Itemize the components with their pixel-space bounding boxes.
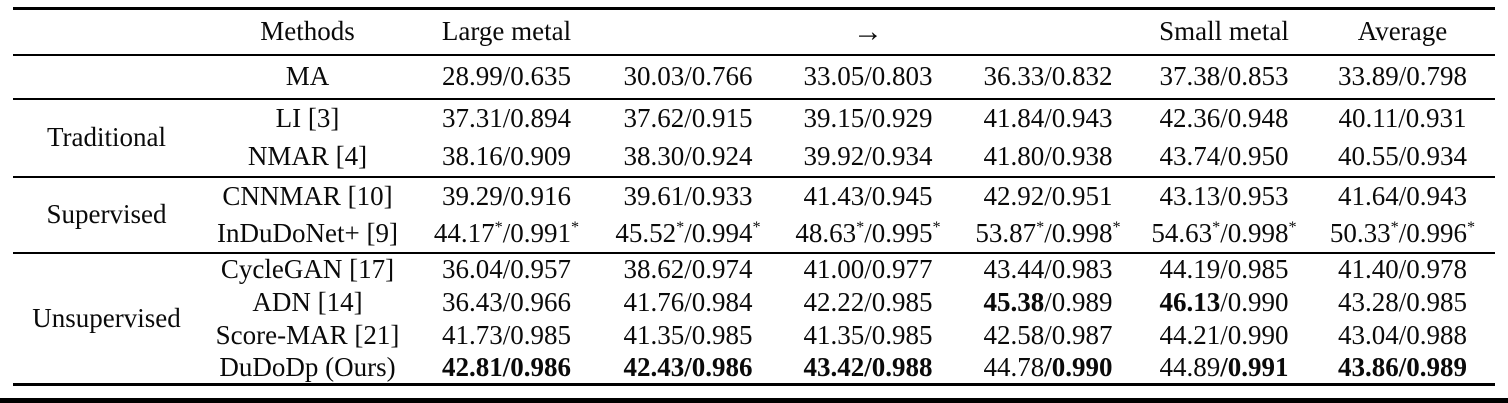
table-row: ADN [14] 36.43/0.966 41.76/0.984 42.22/0.98… [13, 286, 1495, 319]
metric-value-cell: 41.73/0.985 [441, 319, 571, 350]
results-table: Methods Large metal → Small metal Averag… [13, 7, 1495, 386]
method-name: InDuDoNet+ [9] [217, 217, 398, 248]
metric-value-cell: 53.87*/0.998* [975, 217, 1121, 248]
metric-value-cell: 42.43/0.986 [623, 351, 753, 382]
method-name: Score-MAR [21] [215, 319, 400, 350]
metric-value-cell: 36.33/0.832 [983, 61, 1113, 91]
bottom-rule [0, 398, 1508, 403]
metric-value-cell: 42.36/0.948 [1159, 103, 1289, 133]
metric-value-cell: 30.03/0.766 [623, 61, 753, 91]
metric-value-cell: 42.81/0.986 [441, 351, 571, 382]
metric-value-cell: 42.92/0.951 [983, 180, 1113, 211]
method-name: NMAR [4] [247, 141, 368, 171]
metric-value-cell: 38.16/0.909 [441, 141, 571, 171]
table-section-traditional: Traditional LI [3] 37.31/0.894 37.62/0.915 3… [13, 99, 1495, 177]
group-label: Traditional [46, 122, 166, 152]
table-header: Methods Large metal → Small metal Averag… [13, 9, 1495, 55]
group-label: Supervised [46, 199, 167, 229]
metric-value-cell: 42.22/0.985 [803, 286, 933, 317]
method-name: CycleGAN [17] [220, 254, 395, 284]
metric-value-cell: 39.61/0.933 [623, 180, 753, 211]
metric-value-cell: 44.21/0.990 [1159, 319, 1289, 350]
metric-value-cell: 41.43/0.945 [803, 180, 933, 211]
metric-value-cell: 43.44/0.983 [983, 254, 1113, 284]
table-section-ma: MA 28.99/0.635 30.03/0.766 33.05/0.803 36.33… [13, 55, 1495, 99]
metric-value-cell: 42.58/0.987 [983, 319, 1113, 350]
metric-value-cell: 48.63*/0.995* [795, 217, 941, 248]
header-spacer-2 [958, 9, 1138, 55]
metric-value-cell: 39.92/0.934 [803, 141, 933, 171]
header-methods: Methods [260, 16, 355, 47]
metric-value-cell: 40.55/0.934 [1337, 141, 1467, 171]
metric-value-cell: 37.38/0.853 [1159, 61, 1289, 91]
metric-value-cell: 39.15/0.929 [803, 103, 933, 133]
metric-value-cell: 33.05/0.803 [803, 61, 933, 91]
group-label: Unsupervised [32, 302, 181, 333]
table-row: Unsupervised CycleGAN [17] 36.04/0.957 38.6… [13, 253, 1495, 332]
table-section-supervised: Supervised CNNMAR [10] 39.29/0.916 39.61/0.… [13, 177, 1495, 253]
table-row: Score-MAR [21] 41.73/0.985 41.35/0.985 41.3… [13, 319, 1495, 352]
metric-value-cell: 37.62/0.915 [623, 103, 753, 133]
metric-value-cell: 45.38/0.989 [983, 286, 1113, 317]
metric-value-cell: 44.17*/0.991* [433, 217, 580, 248]
method-name: CNNMAR [10] [222, 180, 393, 211]
metric-value-cell: 41.35/0.985 [623, 319, 753, 350]
table-row: Traditional LI [3] 37.31/0.894 37.62/0.915 3… [13, 99, 1495, 151]
metric-value-cell: 43.86/0.989 [1337, 351, 1467, 382]
metric-value-cell: 33.89/0.798 [1337, 61, 1467, 91]
group-label [13, 55, 200, 99]
header-row: Methods Large metal → Small metal Averag… [13, 9, 1495, 55]
header-group-spacer [13, 9, 200, 55]
metric-value-cell: 41.00/0.977 [803, 254, 933, 284]
metric-value-cell: 38.62/0.974 [623, 254, 753, 284]
metric-value-cell: 36.04/0.957 [441, 254, 571, 284]
metric-value-cell: 41.76/0.984 [623, 286, 753, 317]
metric-value-cell: 43.13/0.953 [1159, 180, 1289, 211]
method-name: DuDoDp (Ours) [219, 351, 396, 382]
metric-value-cell: 41.40/0.978 [1337, 254, 1467, 284]
table-row: NMAR [4] 38.16/0.909 38.30/0.924 39.92/0.93… [13, 138, 1495, 177]
metric-value-cell: 43.28/0.985 [1337, 286, 1467, 317]
method-name: MA [285, 61, 330, 91]
metric-value-cell: 38.30/0.924 [623, 141, 753, 171]
metric-value-cell: 36.43/0.966 [441, 286, 571, 317]
metric-value-cell: 44.78/0.990 [983, 351, 1113, 382]
header-average: Average [1357, 16, 1448, 47]
table-row: Supervised CNNMAR [10] 39.29/0.916 39.61/0.… [13, 177, 1495, 228]
table-row: DuDoDp (Ours) 42.81/0.986 42.43/0.986 43.42… [13, 352, 1495, 385]
metric-value-cell: 50.33*/0.996* [1329, 217, 1476, 248]
header-small-metal: Small metal [1159, 16, 1289, 47]
metric-value-cell: 41.35/0.985 [803, 319, 933, 350]
header-spacer-1 [598, 9, 778, 55]
metric-value-cell: 41.80/0.938 [983, 141, 1113, 171]
method-name: ADN [14] [252, 286, 363, 317]
metric-value-cell: 39.29/0.916 [441, 180, 571, 211]
table-row: InDuDoNet+ [9] 44.17*/0.991* 45.52*/0.994*… [13, 215, 1495, 253]
metric-value-cell: 45.52*/0.994* [615, 217, 761, 248]
metric-value-cell: 44.19/0.985 [1159, 254, 1289, 284]
metric-value-cell: 41.84/0.943 [983, 103, 1113, 133]
metric-value-cell: 46.13/0.990 [1159, 286, 1289, 317]
table-row: MA 28.99/0.635 30.03/0.766 33.05/0.803 36.33… [13, 55, 1495, 99]
metric-value-cell: 54.63*/0.998* [1151, 217, 1297, 248]
metric-value-cell: 41.64/0.943 [1337, 180, 1467, 211]
metric-value-cell: 37.31/0.894 [441, 103, 571, 133]
metric-value-cell: 44.89/0.991 [1159, 351, 1289, 382]
metric-value-cell: 28.99/0.635 [441, 61, 571, 91]
metric-value-cell: 40.11/0.931 [1338, 103, 1467, 133]
header-large-metal: Large metal [441, 16, 572, 47]
metric-value-cell: 43.04/0.988 [1337, 319, 1467, 350]
method-name: LI [3] [275, 103, 340, 133]
metric-value-cell: 43.42/0.988 [803, 351, 933, 382]
arrow-right-icon: → [853, 14, 883, 48]
table-section-unsupervised: Unsupervised CycleGAN [17] 36.04/0.957 38.6… [13, 253, 1495, 385]
metric-value-cell: 43.74/0.950 [1159, 141, 1289, 171]
